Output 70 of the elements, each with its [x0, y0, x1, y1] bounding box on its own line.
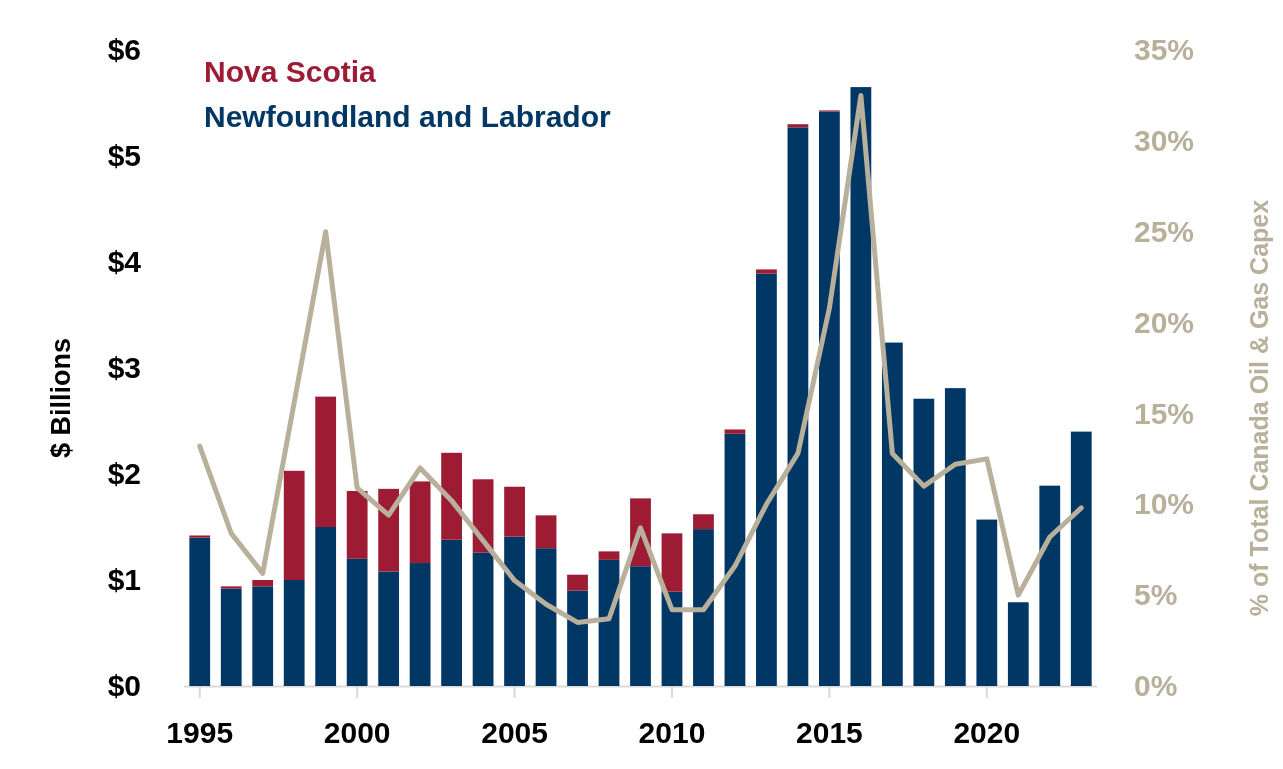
- bar: [724, 429, 746, 434]
- bar: [441, 539, 462, 686]
- bar: [283, 580, 305, 686]
- bar: [881, 342, 903, 686]
- y-tick-label: $6: [107, 33, 141, 67]
- bar: [724, 433, 746, 686]
- bar: [787, 127, 809, 686]
- text: Newfoundland and Labrador: [204, 100, 611, 133]
- y2-tick-label: 35%: [1134, 33, 1195, 67]
- bar: [1070, 431, 1092, 686]
- bar: [693, 529, 714, 686]
- bar: [567, 574, 588, 591]
- bar: [378, 488, 400, 572]
- bar: [504, 536, 525, 686]
- bar: [913, 398, 935, 686]
- bar: [819, 111, 840, 686]
- x-tick-label: 2020: [953, 716, 1021, 749]
- y2-tick-label: 30%: [1134, 123, 1195, 157]
- bar: [252, 580, 274, 587]
- bar: [756, 269, 777, 274]
- bar: [1007, 602, 1029, 686]
- bar: [346, 558, 368, 686]
- bar: [1039, 485, 1061, 686]
- bar: [283, 470, 305, 580]
- y-axis-title: $ Billions: [46, 337, 76, 459]
- bar: [441, 452, 462, 540]
- bar: [315, 396, 337, 527]
- y-tick-label: $2: [107, 457, 141, 491]
- y2-tick-label: 25%: [1134, 214, 1195, 248]
- bar: [944, 388, 966, 686]
- bar: [220, 588, 242, 686]
- y-tick-label: $4: [107, 245, 142, 279]
- bar: [504, 486, 525, 537]
- bar: [315, 527, 337, 686]
- x-tick-label: 2010: [638, 716, 706, 749]
- bar: [850, 87, 872, 686]
- x-tick-label: 2005: [481, 716, 548, 749]
- bar: [630, 566, 651, 686]
- bar: [535, 548, 557, 686]
- x-tick-label: 2000: [323, 716, 391, 749]
- x-tick-label: 1995: [166, 716, 234, 749]
- y2-tick-label: 10%: [1134, 487, 1195, 521]
- bar: [598, 551, 620, 560]
- x-tick-label: 2015: [796, 716, 863, 749]
- bar: [693, 514, 714, 530]
- y-tick-label: $5: [107, 139, 141, 173]
- bar: [756, 273, 777, 686]
- bar: [378, 571, 400, 686]
- bar: [976, 519, 998, 686]
- bar: [189, 537, 211, 686]
- y2-tick-label: 0%: [1134, 669, 1178, 703]
- bar: [346, 490, 368, 559]
- y2-tick-label: 20%: [1134, 305, 1195, 339]
- bar: [189, 535, 211, 538]
- bar: [409, 563, 431, 686]
- y2-tick-label: 5%: [1134, 578, 1178, 612]
- bar: [472, 552, 494, 686]
- bar: [787, 124, 809, 128]
- y-tick-label: $1: [107, 563, 141, 597]
- bar: [567, 590, 588, 686]
- bar: [661, 533, 683, 592]
- bar: [535, 515, 557, 549]
- bar: [409, 481, 431, 564]
- text: Nova Scotia: [204, 55, 377, 88]
- y-tick-label: $3: [107, 351, 141, 385]
- bar: [220, 586, 242, 589]
- y2-tick-label: 15%: [1134, 396, 1195, 430]
- y-tick-label: $0: [107, 669, 141, 703]
- bar: [252, 586, 274, 686]
- y2-axis-title: % of Total Canada Oil & Gas Capex: [1245, 199, 1273, 617]
